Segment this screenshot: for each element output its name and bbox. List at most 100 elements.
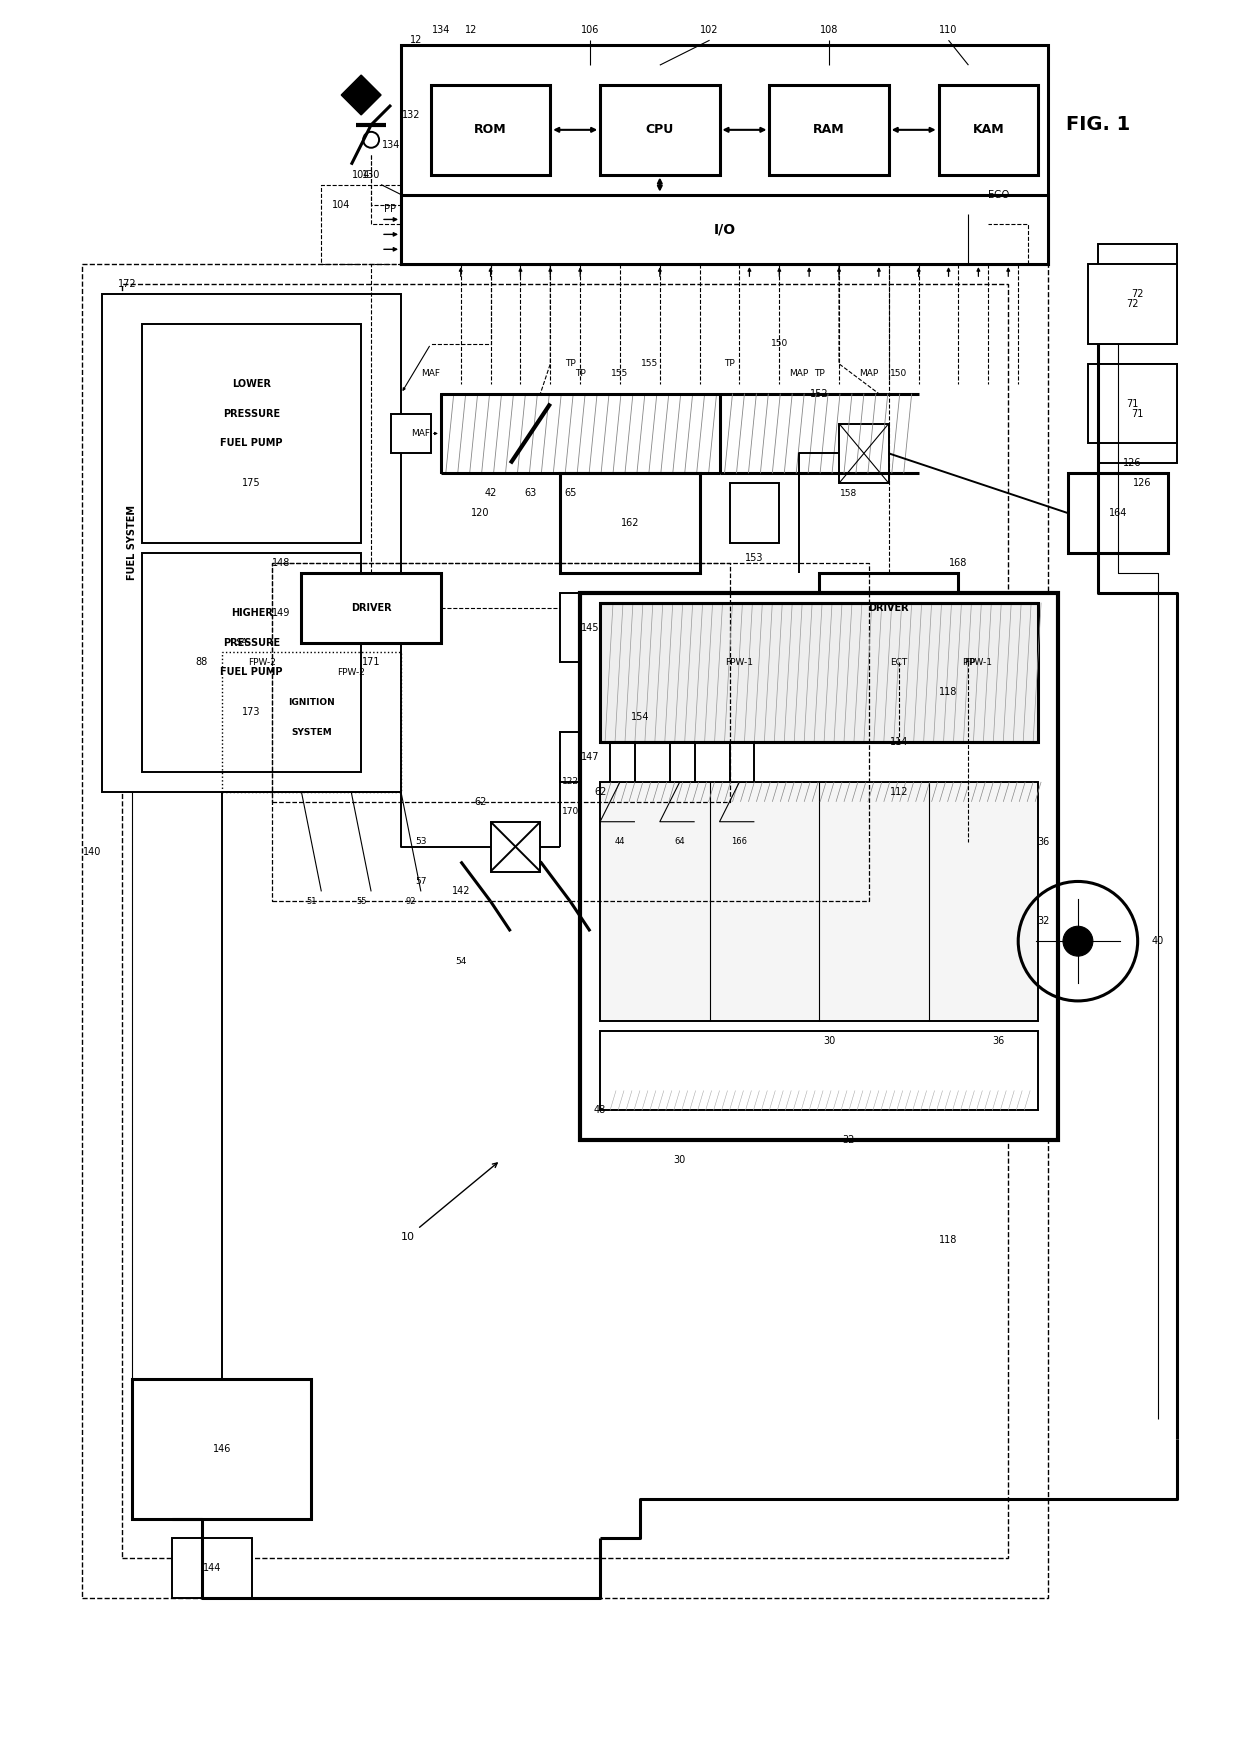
Text: FIG. 1: FIG. 1: [1065, 115, 1130, 134]
Bar: [610, 743, 635, 783]
Text: 62: 62: [594, 786, 606, 797]
Text: 175: 175: [242, 478, 260, 488]
Text: LOWER: LOWER: [232, 378, 272, 389]
Bar: [939, 85, 1038, 174]
Text: 158: 158: [841, 488, 858, 498]
Bar: [560, 593, 620, 662]
Text: 122: 122: [562, 777, 579, 786]
Bar: [729, 743, 754, 783]
Text: 110: 110: [940, 26, 957, 35]
Bar: [580, 673, 699, 762]
Text: 44: 44: [615, 837, 625, 845]
Text: MAP: MAP: [790, 370, 808, 378]
Text: 132: 132: [402, 110, 420, 120]
Text: 62: 62: [475, 797, 487, 807]
Text: 150: 150: [890, 370, 908, 378]
Bar: [1087, 265, 1178, 343]
Text: 134: 134: [382, 139, 401, 150]
Text: 155: 155: [611, 370, 629, 378]
Text: 146: 146: [212, 1443, 231, 1454]
Text: 102: 102: [701, 26, 719, 35]
Bar: [172, 1539, 252, 1598]
Circle shape: [1063, 926, 1092, 957]
Text: 134: 134: [432, 26, 450, 35]
Text: 154: 154: [631, 713, 650, 722]
Text: PP: PP: [384, 204, 396, 214]
Text: FUEL PUMP: FUEL PUMP: [221, 439, 283, 448]
Bar: [560, 474, 699, 573]
Text: 88: 88: [196, 657, 208, 668]
Text: 152: 152: [810, 389, 828, 399]
Text: MAF: MAF: [422, 370, 440, 378]
Text: 32: 32: [1037, 917, 1049, 926]
Text: 114: 114: [889, 737, 908, 748]
Text: 63: 63: [525, 488, 537, 498]
Bar: [729, 483, 779, 544]
Bar: [1087, 364, 1178, 443]
Bar: [272, 563, 729, 802]
Text: 142: 142: [451, 887, 470, 896]
Bar: [82, 265, 1048, 1598]
Text: FUEL SYSTEM: FUEL SYSTEM: [128, 505, 138, 580]
Bar: [143, 553, 361, 772]
Text: 12: 12: [465, 26, 477, 35]
Text: IGNITION: IGNITION: [288, 697, 335, 706]
Bar: [600, 783, 1038, 1021]
Bar: [491, 821, 541, 872]
Text: HIGHER: HIGHER: [231, 608, 273, 617]
Text: FPW-2: FPW-2: [248, 657, 275, 668]
Bar: [670, 743, 694, 783]
Bar: [143, 324, 361, 544]
Text: 118: 118: [940, 1234, 957, 1245]
Polygon shape: [341, 75, 381, 115]
Text: 153: 153: [745, 553, 764, 563]
Text: FUEL PUMP: FUEL PUMP: [221, 668, 283, 678]
Text: 118: 118: [940, 687, 957, 697]
Text: 106: 106: [582, 26, 599, 35]
Text: 71: 71: [1126, 399, 1138, 408]
Text: 166: 166: [732, 837, 748, 845]
Text: ECT: ECT: [890, 657, 908, 668]
Bar: [600, 1030, 1038, 1110]
Text: 53: 53: [415, 837, 427, 845]
Text: 12: 12: [409, 35, 422, 45]
Bar: [123, 284, 1008, 1558]
Text: 162: 162: [621, 518, 639, 528]
Text: 145: 145: [580, 622, 599, 633]
Text: 150: 150: [770, 340, 787, 349]
Bar: [133, 1379, 311, 1518]
Text: 164: 164: [1109, 509, 1127, 518]
Text: PIP: PIP: [962, 657, 975, 668]
Text: MAF: MAF: [412, 429, 430, 437]
Text: 72: 72: [1126, 300, 1140, 309]
Bar: [222, 652, 401, 791]
Text: DRIVER: DRIVER: [351, 603, 392, 614]
Text: 64: 64: [675, 837, 684, 845]
Text: EGO: EGO: [988, 190, 1009, 199]
Text: 48: 48: [594, 1105, 606, 1116]
Text: 55: 55: [356, 898, 366, 906]
Text: 155: 155: [641, 359, 658, 368]
Text: 65: 65: [564, 488, 577, 498]
Text: 148: 148: [273, 558, 290, 568]
Text: PRESSURE: PRESSURE: [223, 638, 280, 648]
Bar: [430, 85, 551, 174]
Bar: [391, 413, 430, 453]
Text: 130: 130: [362, 169, 381, 180]
Text: PRESSURE: PRESSURE: [223, 408, 280, 418]
Text: 42: 42: [485, 488, 497, 498]
Text: 40: 40: [1152, 936, 1163, 946]
Bar: [1097, 364, 1178, 464]
Bar: [1068, 474, 1168, 553]
Text: 57: 57: [415, 877, 427, 885]
Text: RAM: RAM: [813, 124, 844, 136]
Text: FPW-1: FPW-1: [725, 657, 754, 668]
Text: 171: 171: [362, 657, 381, 668]
Text: MAP: MAP: [859, 370, 878, 378]
Text: 173: 173: [242, 708, 260, 716]
Bar: [103, 295, 401, 791]
Text: 144: 144: [202, 1563, 221, 1574]
Text: 92: 92: [405, 898, 417, 906]
Text: 32: 32: [843, 1135, 856, 1145]
Bar: [600, 603, 1038, 743]
